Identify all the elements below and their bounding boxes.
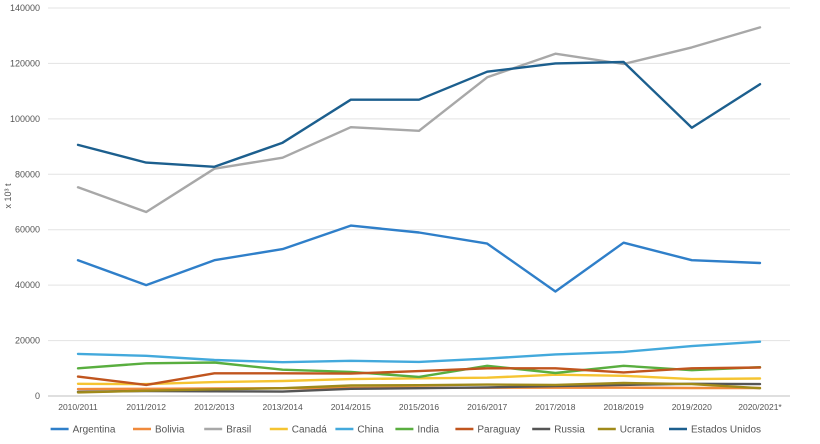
legend-item-ucrania: Ucrania [597, 425, 655, 436]
legend-item-argentina: Argentina [50, 425, 116, 436]
x-tick-label: 2014/2015 [331, 402, 371, 412]
y-tick-label: 80000 [15, 169, 40, 179]
legend-item-china: China [335, 425, 384, 436]
series-lines [76, 26, 762, 394]
series-line-canadá [76, 373, 762, 386]
y-tick-label: 100000 [10, 114, 40, 124]
legend-item-paraguay: Paraguay [455, 425, 520, 436]
legend-label: China [357, 425, 384, 436]
legend: Argentina Bolivia Brasil Canadá China India Pa… [50, 425, 761, 436]
legend-label: Ucrania [620, 425, 655, 436]
legend-item-bolivia: Bolivia [133, 425, 185, 436]
x-tick-label: 2015/2016 [399, 402, 439, 412]
y-axis-label: x 10³ t [3, 183, 13, 209]
y-axis: 0 20000 40000 60000 80000 100000 120000 140000 [10, 3, 40, 401]
x-tick-label: 2018/2019 [604, 402, 644, 412]
series-line-argentina [76, 224, 762, 293]
legend-item-india: India [395, 425, 440, 436]
series-line-estados-unidos [76, 60, 762, 169]
x-tick-label: 2012/2013 [194, 402, 234, 412]
series-line-india [76, 361, 762, 379]
y-tick-label: 20000 [15, 336, 40, 346]
x-tick-label: 2016/2017 [467, 402, 507, 412]
legend-label: Argentina [73, 425, 116, 436]
legend-label: Paraguay [477, 425, 520, 436]
y-tick-label: 120000 [10, 58, 40, 68]
legend-label: Brasil [226, 425, 251, 436]
legend-label: Estados Unidos [691, 425, 761, 436]
x-tick-label: 2013/2014 [263, 402, 303, 412]
legend-item-russia: Russia [532, 425, 585, 436]
series-line-brasil [76, 26, 762, 214]
legend-label: Canadá [292, 425, 327, 436]
x-tick-label: 2017/2018 [535, 402, 575, 412]
y-tick-label: 40000 [15, 280, 40, 290]
x-tick-label: 2011/2012 [126, 402, 166, 412]
legend-item-estados-unidos: Estados Unidos [669, 425, 761, 436]
series-line-paraguay [76, 366, 762, 387]
series-line-china [76, 340, 762, 364]
legend-item-canadá: Canadá [269, 425, 327, 436]
x-axis: 2010/2011 2011/2012 2012/2013 2013/2014 2014… [58, 402, 782, 412]
x-tick-label: 2010/2011 [58, 402, 98, 412]
legend-label: India [417, 425, 439, 436]
gridlines [48, 7, 790, 397]
legend-item-brasil: Brasil [204, 425, 251, 436]
y-tick-label: 60000 [15, 225, 40, 235]
y-tick-label: 0 [35, 391, 40, 401]
legend-label: Bolivia [155, 425, 185, 436]
y-tick-label: 140000 [10, 3, 40, 13]
legend-label: Russia [554, 425, 585, 436]
series-line-ucrania [76, 381, 762, 394]
x-tick-label: 2020/2021* [738, 402, 782, 412]
x-tick-label: 2019/2020 [672, 402, 712, 412]
